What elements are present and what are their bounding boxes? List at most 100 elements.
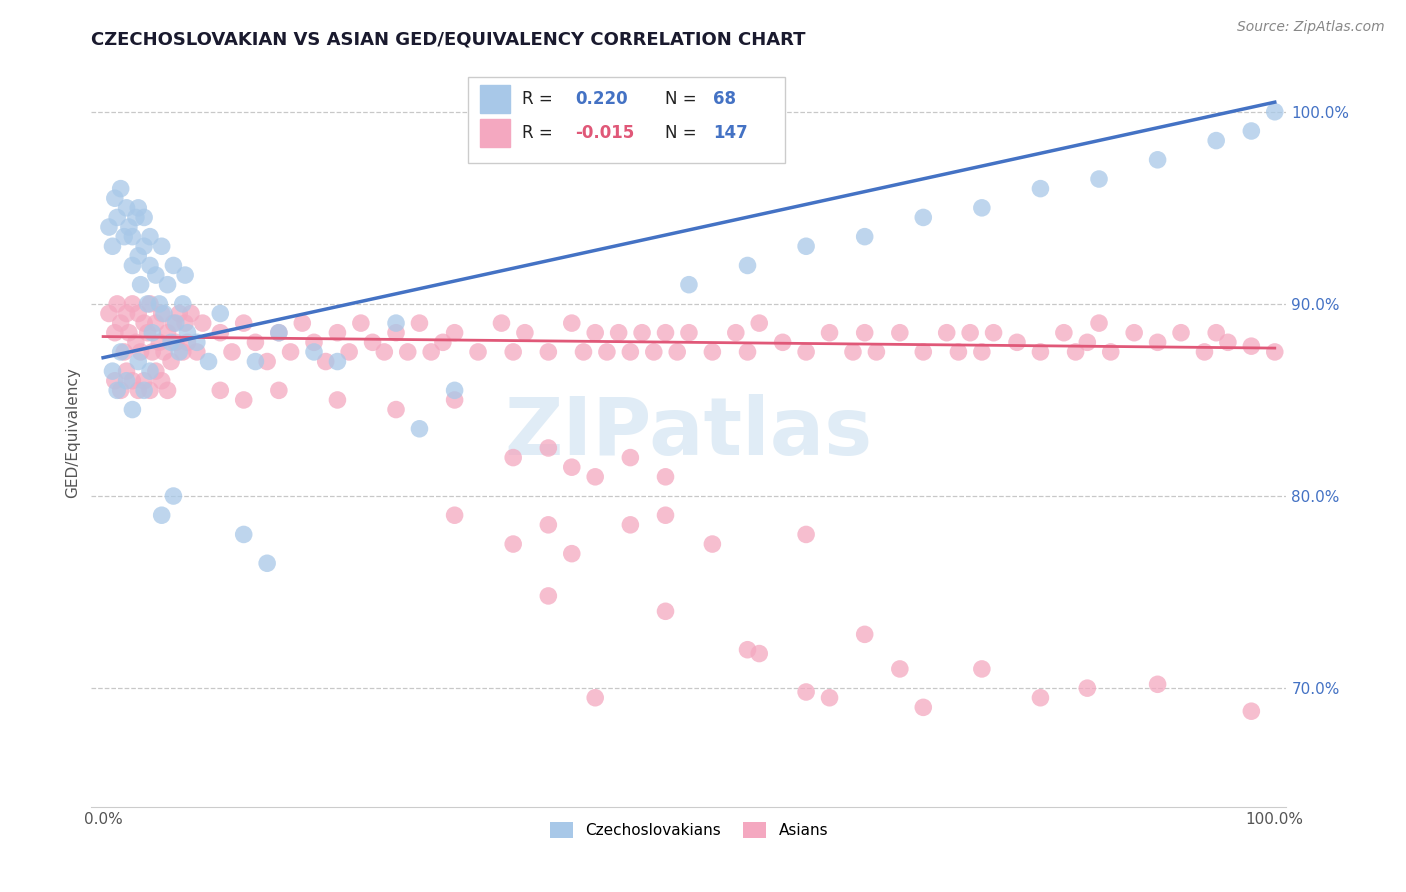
Point (148, 335, 170, 350)
Point (136, 297, 159, 311)
Point (794, 345, 817, 359)
Point (1205, 326, 1227, 340)
Point (115, 374, 138, 388)
Point (267, 326, 290, 340)
Point (110, 181, 132, 195)
Point (619, 450, 641, 465)
Point (561, 316, 583, 330)
Point (1076, 681, 1098, 695)
Y-axis label: GED/Equivalency: GED/Equivalency (65, 368, 80, 498)
Point (156, 384, 179, 398)
Point (105, 297, 128, 311)
Point (267, 326, 290, 340)
Point (408, 316, 430, 330)
Point (1029, 181, 1052, 195)
Point (385, 326, 408, 340)
Point (101, 364, 124, 378)
Point (174, 268, 197, 282)
Point (794, 685, 817, 699)
Point (139, 259, 162, 273)
Point (572, 345, 595, 359)
Point (127, 249, 149, 263)
Point (654, 508, 676, 523)
Point (935, 326, 957, 340)
Point (129, 345, 152, 359)
Point (176, 335, 198, 350)
Point (302, 345, 325, 359)
Point (186, 345, 208, 359)
Point (1240, 124, 1263, 138)
Text: 68: 68 (713, 90, 735, 108)
Point (1053, 326, 1076, 340)
Point (385, 316, 408, 330)
Legend: Czechoslovakians, Asians: Czechoslovakians, Asians (544, 815, 834, 845)
Point (105, 384, 128, 398)
Point (104, 326, 127, 340)
Point (337, 345, 360, 359)
Point (1240, 339, 1263, 353)
Point (121, 297, 143, 311)
Point (643, 345, 665, 359)
Point (104, 191, 127, 205)
Point (1264, 104, 1286, 119)
Point (889, 326, 911, 340)
Point (443, 326, 465, 340)
Point (132, 211, 156, 225)
Point (491, 316, 513, 330)
Point (125, 335, 148, 350)
Point (150, 508, 173, 523)
Point (118, 220, 141, 235)
Point (970, 662, 993, 676)
Point (983, 326, 1005, 340)
Point (502, 345, 524, 359)
Text: N =: N = (665, 124, 696, 142)
Point (232, 527, 254, 541)
Point (350, 316, 373, 330)
Point (1146, 335, 1168, 350)
Point (889, 662, 911, 676)
Point (537, 517, 560, 532)
Point (748, 316, 770, 330)
Point (139, 364, 162, 378)
Point (115, 306, 138, 320)
Point (127, 384, 149, 398)
Point (1123, 326, 1146, 340)
Point (98, 220, 120, 235)
Point (115, 201, 138, 215)
Point (172, 345, 194, 359)
Point (443, 392, 465, 407)
Point (794, 527, 817, 541)
Point (191, 316, 214, 330)
Point (209, 384, 232, 398)
Text: R =: R = (522, 124, 553, 142)
Point (1064, 345, 1087, 359)
Point (156, 277, 179, 292)
Text: ZIPatlas: ZIPatlas (505, 393, 873, 472)
Point (502, 537, 524, 551)
Point (209, 306, 232, 320)
Point (162, 489, 184, 503)
Text: Source: ZipAtlas.com: Source: ZipAtlas.com (1237, 20, 1385, 34)
Point (970, 345, 993, 359)
Point (150, 239, 173, 253)
Point (245, 354, 267, 368)
Point (619, 345, 641, 359)
Point (748, 647, 770, 661)
Point (256, 556, 278, 570)
Point (112, 229, 135, 244)
Point (129, 277, 152, 292)
Point (139, 297, 162, 311)
Point (98, 306, 120, 320)
Point (1205, 134, 1227, 148)
Point (118, 326, 141, 340)
Point (666, 345, 689, 359)
Point (302, 335, 325, 350)
Point (1088, 316, 1111, 330)
Point (853, 627, 876, 641)
Bar (479, 85, 509, 113)
Point (315, 354, 337, 368)
Point (127, 306, 149, 320)
Bar (479, 119, 509, 147)
Point (818, 690, 841, 705)
Point (654, 326, 676, 340)
